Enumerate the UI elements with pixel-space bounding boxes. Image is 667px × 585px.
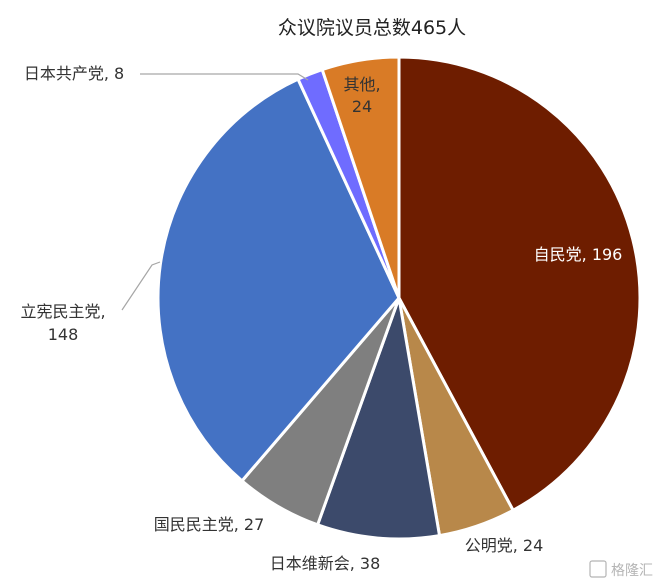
pie-slice-0 [397,55,642,512]
label-jcp: 日本共产党, 8 [24,64,124,83]
label-cdp-name: 立宪民主党, [20,302,105,321]
leader-line-jcp [140,73,309,81]
chart-title: 众议院议员总数465人 [278,17,466,39]
label-cdp-value: 148 [48,325,79,344]
label-other-value: 24 [352,97,372,116]
pie-slices [156,55,642,541]
watermark-text: 格隆汇 [611,563,653,579]
label-dpfp: 国民民主党, 27 [154,515,265,534]
leader-line-cdp [121,261,161,311]
label-ishin: 日本维新会, 38 [270,554,381,573]
pie-slice-2 [316,296,442,541]
label-other-name: 其他, [343,75,380,94]
label-komeito: 公明党, 24 [465,536,544,555]
pie-slice-4 [156,77,401,483]
label-ldp: 自民党, 196 [534,245,623,264]
watermark-logo-icon [589,560,607,578]
watermark: 格隆汇 [589,560,653,579]
pie-slice-6 [320,55,401,300]
